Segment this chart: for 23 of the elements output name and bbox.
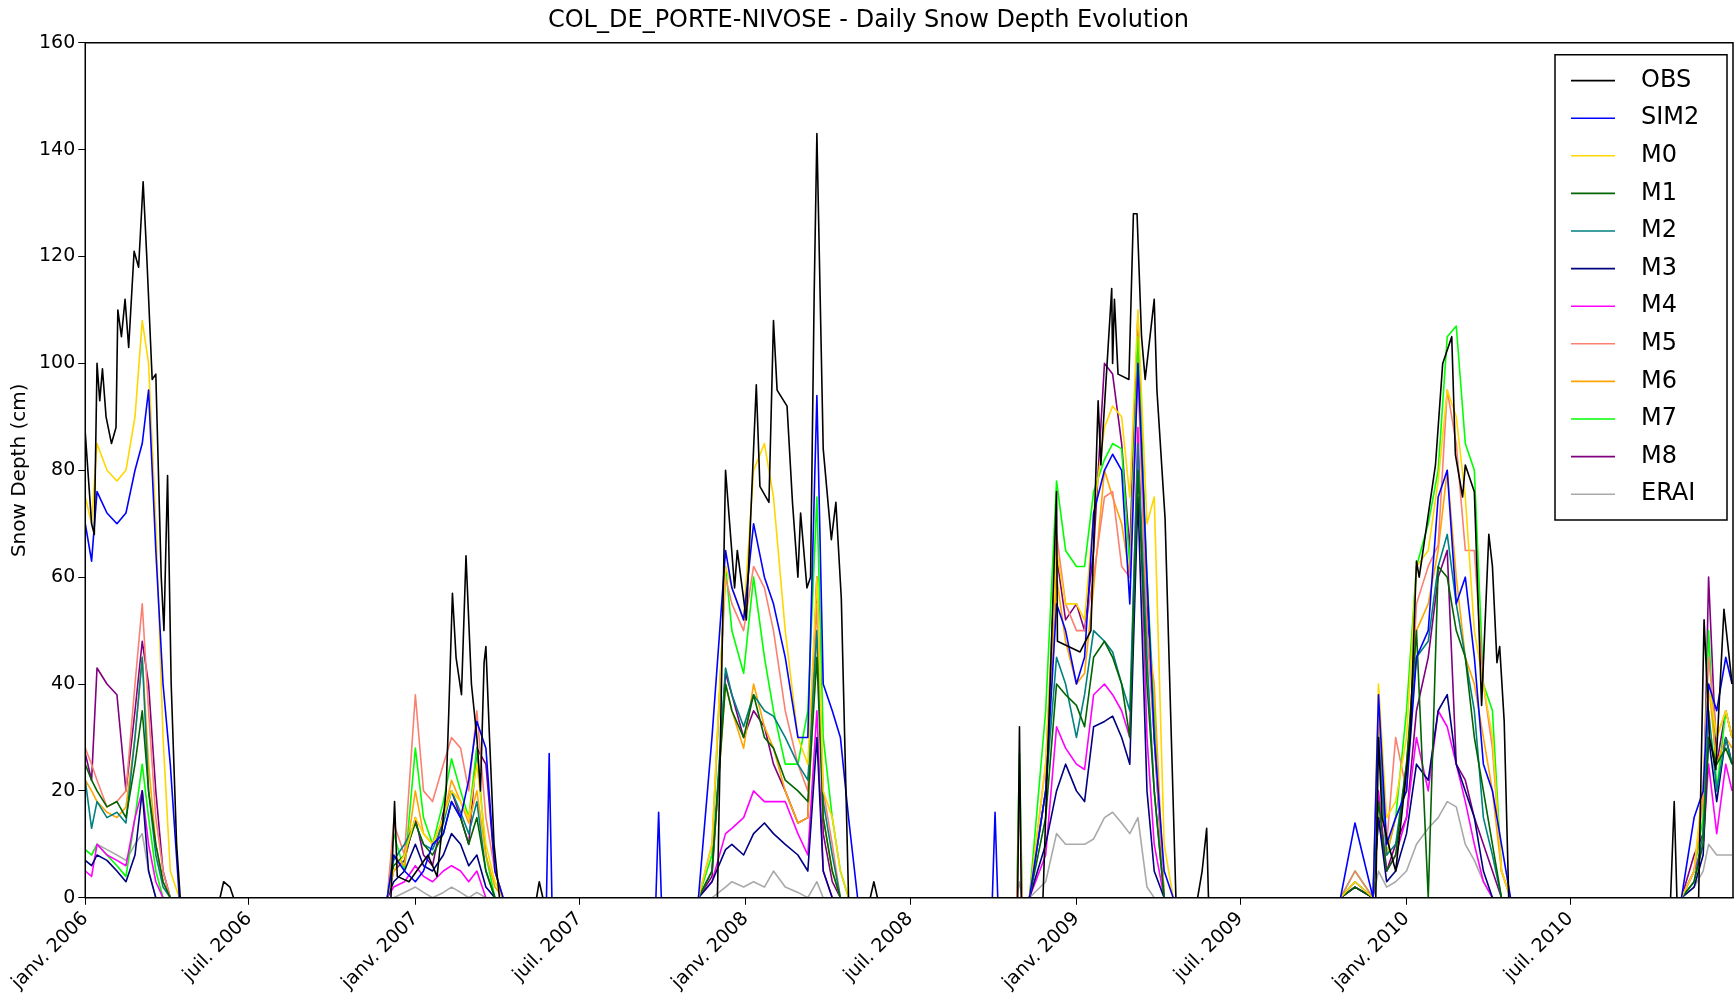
y-tick-label: 80: [51, 457, 76, 480]
chart-title: COL_DE_PORTE-NIVOSE - Daily Snow Depth Evolution: [547, 4, 1190, 33]
y-tick-label: 120: [39, 243, 76, 266]
legend-label: M3: [1641, 252, 1677, 281]
y-axis-title: Snow Depth (cm): [6, 383, 31, 558]
y-tick-label: 40: [51, 670, 76, 693]
legend-label: SIM2: [1641, 102, 1700, 131]
legend-label: M8: [1641, 440, 1677, 469]
y-tick-label: 160: [39, 29, 76, 52]
legend-label: M6: [1641, 365, 1677, 394]
y-tick-label: 20: [51, 777, 76, 800]
legend-label: OBS: [1641, 64, 1692, 93]
y-tick-label: 100: [39, 350, 76, 373]
y-tick-label: 0: [63, 884, 76, 907]
y-tick-label: 60: [51, 564, 76, 587]
legend-label: M5: [1641, 328, 1677, 357]
legend-label: M0: [1641, 140, 1677, 169]
legend-label: ERAI: [1641, 478, 1696, 507]
legend-label: M7: [1641, 403, 1677, 432]
y-tick-label: 140: [39, 136, 76, 159]
legend-label: M4: [1641, 290, 1677, 319]
legend-label: M1: [1641, 177, 1677, 206]
legend-label: M2: [1641, 215, 1677, 244]
